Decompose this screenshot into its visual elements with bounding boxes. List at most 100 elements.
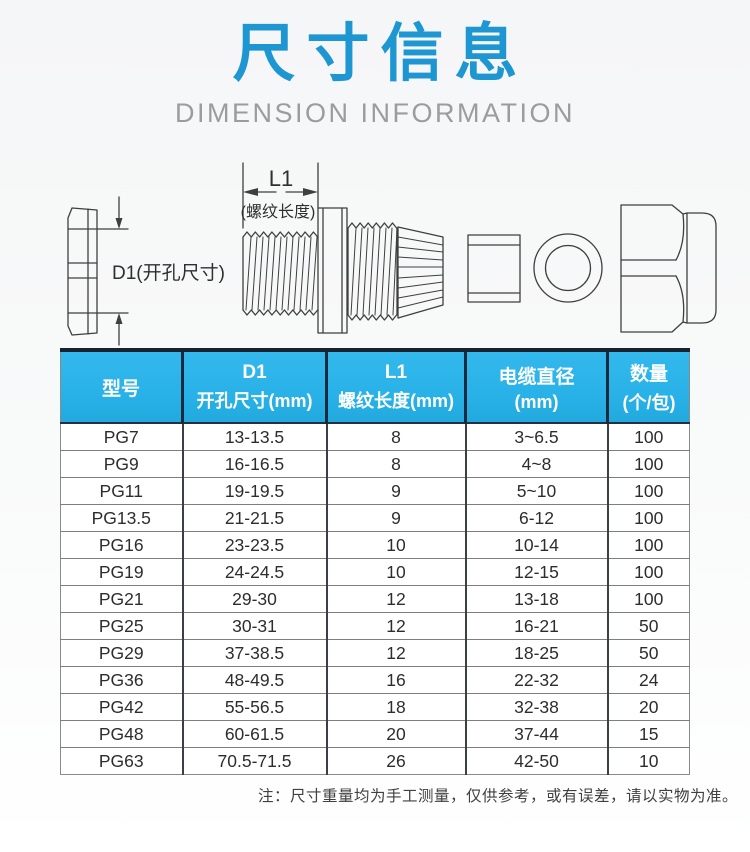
seal-cylinder bbox=[467, 234, 521, 303]
col-header-quantity-sublabel: (个/包) bbox=[622, 393, 676, 413]
cell-model: PG29 bbox=[60, 639, 183, 667]
col-header-d1-sublabel: 开孔尺寸(mm) bbox=[196, 390, 313, 411]
cell-cable-diameter: 42-50 bbox=[464, 747, 608, 775]
col-header-quantity-label: 数量 bbox=[629, 364, 668, 385]
col-header-quantity: 数量 (个/包) bbox=[606, 350, 690, 424]
cell-d1-hole-size: 29-30 bbox=[181, 585, 327, 613]
col-header-d1: D1 开孔尺寸(mm) bbox=[181, 350, 327, 424]
title-block: 尺寸信息 DIMENSION INFORMATION bbox=[0, 19, 750, 129]
table-row: PG48 60-61.5 20 37-44 15 bbox=[60, 720, 690, 748]
cell-quantity: 15 bbox=[606, 720, 690, 748]
cell-cable-diameter: 37-44 bbox=[464, 720, 608, 748]
col-header-cable-diameter: 电缆直径 (mm) bbox=[464, 350, 608, 424]
cell-cable-diameter: 3~6.5 bbox=[464, 422, 608, 451]
cell-cable-diameter: 5~10 bbox=[464, 477, 608, 505]
strain-relief-cone bbox=[397, 226, 444, 319]
col-header-l1-label: L1 bbox=[384, 361, 408, 383]
l1-dimension-label: L1 bbox=[269, 166, 293, 191]
l1-dimension-sublabel: (螺纹长度) bbox=[241, 203, 316, 221]
table-row: PG63 70.5-71.5 26 42-50 10 bbox=[60, 747, 690, 775]
thread-section-1 bbox=[242, 231, 319, 316]
cell-model: PG9 bbox=[60, 450, 183, 478]
cell-l1-thread-length: 16 bbox=[325, 666, 466, 694]
technical-drawing: D1(开孔尺寸) L1 (螺纹长度) bbox=[67, 162, 717, 346]
cell-l1-thread-length: 18 bbox=[325, 693, 466, 721]
col-header-model-label: 型号 bbox=[101, 378, 140, 400]
cell-d1-hole-size: 24-24.5 bbox=[181, 558, 327, 586]
dome-nut-front-view bbox=[620, 204, 717, 333]
table-row: PG21 29-30 12 13-18 100 bbox=[60, 585, 690, 613]
cell-d1-hole-size: 23-23.5 bbox=[181, 531, 327, 559]
dome-nut-side-view bbox=[67, 207, 98, 336]
cell-quantity: 100 bbox=[606, 450, 690, 478]
cell-model: PG63 bbox=[60, 747, 183, 775]
disclaimer-note: 注：尺寸重量均为手工测量，仅供参考，或有误差，请以实物为准。 bbox=[257, 788, 738, 805]
cell-d1-hole-size: 16-16.5 bbox=[181, 450, 327, 478]
cell-quantity: 20 bbox=[606, 693, 690, 721]
col-header-l1: L1 螺纹长度(mm) bbox=[325, 350, 466, 424]
cell-model: PG48 bbox=[60, 720, 183, 748]
d1-dimension-label: D1(开孔尺寸) bbox=[112, 262, 225, 284]
cell-model: PG21 bbox=[60, 585, 183, 613]
cell-cable-diameter: 22-32 bbox=[464, 666, 608, 694]
cell-cable-diameter: 12-15 bbox=[464, 558, 608, 586]
cell-l1-thread-length: 8 bbox=[325, 450, 466, 478]
gland-body-drawing bbox=[242, 207, 444, 334]
cell-model: PG7 bbox=[60, 422, 183, 451]
table-row: PG25 30-31 12 16-21 50 bbox=[60, 612, 690, 640]
cell-cable-diameter: 6-12 bbox=[464, 504, 608, 532]
l1-dimension: L1 (螺纹长度) bbox=[241, 162, 319, 229]
table-row: PG9 16-16.5 8 4~8 100 bbox=[60, 450, 690, 478]
cell-cable-diameter: 13-18 bbox=[464, 585, 608, 613]
cell-l1-thread-length: 10 bbox=[325, 531, 466, 559]
cell-d1-hole-size: 55-56.5 bbox=[181, 693, 327, 721]
cell-cable-diameter: 10-14 bbox=[464, 531, 608, 559]
page-title: 尺寸信息 bbox=[232, 19, 529, 89]
cell-model: PG42 bbox=[60, 693, 183, 721]
table-row: PG11 19-19.5 9 5~10 100 bbox=[60, 477, 690, 505]
cell-d1-hole-size: 37-38.5 bbox=[181, 639, 327, 667]
thread-section-2 bbox=[347, 222, 398, 321]
cell-model: PG11 bbox=[60, 477, 183, 505]
cell-quantity: 10 bbox=[606, 747, 690, 775]
cell-d1-hole-size: 48-49.5 bbox=[181, 666, 327, 694]
cell-model: PG25 bbox=[60, 612, 183, 640]
cell-model: PG36 bbox=[60, 666, 183, 694]
cell-l1-thread-length: 12 bbox=[325, 585, 466, 613]
lock-ring bbox=[533, 233, 603, 303]
col-header-cable-diameter-label: 电缆直径 bbox=[498, 366, 575, 388]
table-row: PG7 13-13.5 8 3~6.5 100 bbox=[60, 422, 690, 451]
cell-d1-hole-size: 60-61.5 bbox=[181, 720, 327, 748]
table-row: PG19 24-24.5 10 12-15 100 bbox=[60, 558, 690, 586]
table-row: PG13.5 21-21.5 9 6-12 100 bbox=[60, 504, 690, 532]
cell-model: PG13.5 bbox=[60, 504, 183, 532]
cell-d1-hole-size: 30-31 bbox=[181, 612, 327, 640]
cell-cable-diameter: 4~8 bbox=[464, 450, 608, 478]
cell-quantity: 100 bbox=[606, 504, 690, 532]
cell-l1-thread-length: 9 bbox=[325, 504, 466, 532]
table-row: PG16 23-23.5 10 10-14 100 bbox=[60, 531, 690, 559]
page-subtitle: DIMENSION INFORMATION bbox=[175, 98, 575, 129]
cell-quantity: 24 bbox=[606, 666, 690, 694]
cell-l1-thread-length: 20 bbox=[325, 720, 466, 748]
col-header-l1-sublabel: 螺纹长度(mm) bbox=[338, 390, 454, 411]
table-row: PG29 37-38.5 12 18-25 50 bbox=[60, 639, 690, 667]
cell-quantity: 50 bbox=[606, 612, 690, 640]
cell-d1-hole-size: 21-21.5 bbox=[181, 504, 327, 532]
cell-l1-thread-length: 8 bbox=[325, 422, 466, 451]
cell-model: PG16 bbox=[60, 531, 183, 559]
table-row: PG36 48-49.5 16 22-32 24 bbox=[60, 666, 690, 694]
cell-d1-hole-size: 19-19.5 bbox=[181, 477, 327, 505]
table-row: PG42 55-56.5 18 32-38 20 bbox=[60, 693, 690, 721]
cell-d1-hole-size: 70.5-71.5 bbox=[181, 747, 327, 775]
cell-quantity: 100 bbox=[606, 585, 690, 613]
cell-quantity: 100 bbox=[606, 477, 690, 505]
cell-l1-thread-length: 12 bbox=[325, 612, 466, 640]
cell-l1-thread-length: 9 bbox=[325, 477, 466, 505]
cell-quantity: 100 bbox=[606, 531, 690, 559]
cell-model: PG19 bbox=[60, 558, 183, 586]
cell-l1-thread-length: 10 bbox=[325, 558, 466, 586]
hex-flange bbox=[317, 207, 348, 334]
cell-cable-diameter: 18-25 bbox=[464, 639, 608, 667]
dimension-table: 型号 D1 开孔尺寸(mm) L1 螺纹长度(mm) 电缆直径 (mm) 数量 (个/包… bbox=[60, 348, 690, 775]
